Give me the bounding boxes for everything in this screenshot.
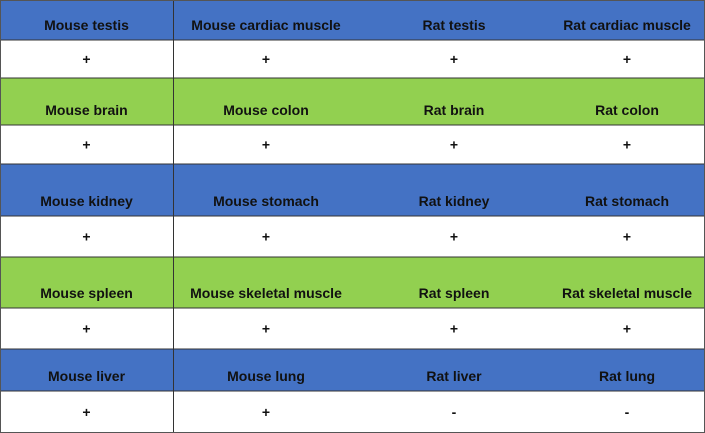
header-row bbox=[0, 349, 705, 391]
header-cell: Mouse stomach bbox=[213, 193, 319, 209]
value-cell: + bbox=[262, 321, 270, 337]
value-cell: + bbox=[262, 404, 270, 420]
header-row bbox=[0, 78, 705, 125]
value-cell: + bbox=[82, 321, 90, 337]
header-cell: Rat skeletal muscle bbox=[562, 285, 692, 301]
value-cell: + bbox=[82, 229, 90, 245]
value-cell: + bbox=[450, 321, 458, 337]
value-cell: + bbox=[82, 137, 90, 153]
header-row bbox=[0, 257, 705, 308]
header-cell: Rat testis bbox=[422, 17, 485, 33]
header-cell: Rat cardiac muscle bbox=[563, 17, 691, 33]
value-cell: + bbox=[262, 51, 270, 67]
header-cell: Rat liver bbox=[426, 368, 482, 384]
value-row bbox=[0, 40, 705, 78]
value-cell: + bbox=[82, 51, 90, 67]
header-cell: Rat lung bbox=[599, 368, 655, 384]
value-cell: + bbox=[623, 229, 631, 245]
value-cell: + bbox=[450, 137, 458, 153]
header-cell: Mouse lung bbox=[227, 368, 305, 384]
header-row bbox=[0, 164, 705, 216]
header-row bbox=[0, 0, 705, 40]
value-cell: + bbox=[262, 229, 270, 245]
value-cell: + bbox=[450, 229, 458, 245]
value-cell: + bbox=[450, 51, 458, 67]
header-cell: Mouse spleen bbox=[40, 285, 133, 301]
value-cell: + bbox=[623, 51, 631, 67]
value-cell: + bbox=[82, 404, 90, 420]
value-cell: + bbox=[262, 137, 270, 153]
header-cell: Rat stomach bbox=[585, 193, 669, 209]
header-cell: Rat brain bbox=[424, 102, 485, 118]
header-cell: Mouse cardiac muscle bbox=[191, 17, 341, 33]
header-cell: Rat kidney bbox=[419, 193, 490, 209]
value-cell: + bbox=[623, 321, 631, 337]
header-cell: Mouse kidney bbox=[40, 193, 133, 209]
value-cell: - bbox=[625, 404, 630, 420]
header-cell: Mouse skeletal muscle bbox=[190, 285, 342, 301]
value-row bbox=[0, 308, 705, 349]
header-cell: Mouse brain bbox=[45, 102, 127, 118]
header-cell: Mouse colon bbox=[223, 102, 309, 118]
value-row bbox=[0, 216, 705, 257]
header-cell: Mouse liver bbox=[48, 368, 126, 384]
header-cell: Mouse testis bbox=[44, 17, 129, 33]
value-cell: + bbox=[623, 137, 631, 153]
header-cell: Rat colon bbox=[595, 102, 659, 118]
value-row bbox=[0, 391, 705, 433]
value-row bbox=[0, 125, 705, 164]
header-cell: Rat spleen bbox=[419, 285, 490, 301]
value-cell: - bbox=[452, 404, 457, 420]
